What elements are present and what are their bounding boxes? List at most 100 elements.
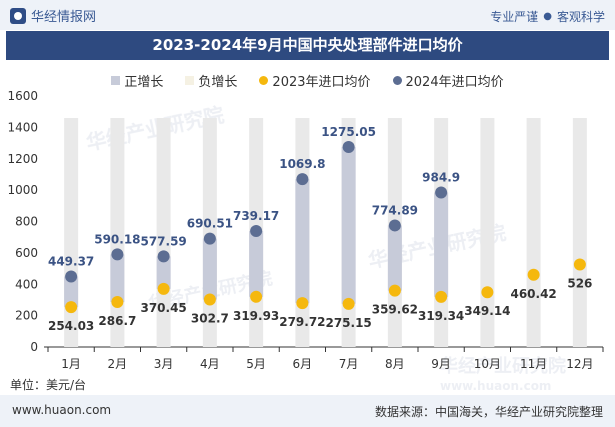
footer: www.huaon.com 数据来源：中国海关，华经产业研究院整理: [0, 395, 615, 427]
y-tick-label: 0: [30, 340, 38, 354]
label-2024: 984.9: [422, 170, 460, 184]
growth-bar: [156, 256, 171, 289]
chart-legend: 正增长 负增长 2023年进口均价 2024年进口均价: [0, 71, 615, 90]
y-tick-label: 800: [15, 215, 38, 229]
x-tick-label: 9月: [431, 357, 451, 371]
label-2024: 590.18: [94, 232, 140, 246]
x-tick-label: 6月: [293, 357, 313, 371]
label-2023: 526: [567, 276, 592, 290]
growth-bar: [434, 192, 449, 297]
label-2023: 370.45: [140, 301, 186, 315]
chart-plot: 华经产业研究院 华经产业研究院 华经产业研究院 华经产业研究院 www.huao…: [7, 89, 604, 393]
growth-bar: [64, 276, 79, 308]
legend-2023-label: 2023年进口均价: [272, 75, 371, 90]
label-2023: 319.34: [418, 309, 464, 323]
label-2024: 774.89: [372, 203, 418, 217]
label-2024: 1275.05: [321, 125, 376, 139]
watermark-text: www.huaon.com: [440, 379, 551, 393]
label-2023: 254.03: [48, 319, 94, 333]
legend-2024[interactable]: 2024年进口均价: [392, 71, 504, 90]
dot-2023: [250, 290, 263, 303]
huajing-logo-icon: [10, 7, 26, 24]
dot-2023: [157, 282, 170, 295]
x-tick-label: 10月: [474, 357, 501, 371]
brand-name: 华经情报网: [31, 10, 97, 25]
tagline: 专业严谨 ● 客观科学: [490, 8, 605, 25]
legend-negative-swatch: [185, 76, 195, 85]
y-tick-label: 1400: [7, 120, 38, 134]
watermark-text: 华经产业研究院: [440, 355, 566, 377]
dot-2023: [65, 301, 78, 314]
dot-2024: [388, 219, 401, 232]
bullet-icon: ●: [543, 11, 552, 22]
dot-2023: [573, 258, 586, 271]
legend-positive-label: 正增长: [124, 75, 164, 90]
dot-2023: [527, 268, 540, 281]
dot-2024: [157, 250, 170, 263]
dot-2023: [388, 284, 401, 297]
dot-2024: [342, 140, 355, 153]
x-tick-label: 8月: [385, 357, 405, 371]
legend-positive-swatch: [111, 76, 121, 85]
label-2024: 577.59: [140, 234, 186, 248]
legend-2023-swatch: [259, 76, 269, 85]
x-tick-label: 7月: [339, 357, 359, 371]
y-tick-label: 400: [15, 277, 38, 291]
growth-bar: [110, 254, 125, 303]
top-bar: 华经情报网 专业严谨 ● 客观科学: [0, 0, 615, 30]
dot-2024: [435, 186, 448, 199]
dot-2024: [65, 270, 78, 283]
growth-bar: [341, 146, 356, 304]
dot-2023: [435, 290, 448, 303]
label-2023: 460.42: [510, 287, 556, 301]
brand[interactable]: 华经情报网: [10, 6, 96, 25]
x-tick-label: 2月: [108, 357, 128, 371]
legend-negative[interactable]: 负增长: [185, 71, 237, 90]
x-tick-label: 12月: [566, 357, 593, 371]
y-tick-label: 200: [15, 309, 38, 323]
footer-site[interactable]: www.huaon.com: [12, 403, 112, 417]
x-tick-label: 3月: [154, 357, 174, 371]
growth-bar: [202, 238, 217, 300]
tagline-left: 专业严谨: [490, 10, 539, 24]
x-tick-label: 5月: [246, 357, 266, 371]
dot-2024: [250, 225, 263, 238]
label-2023: 349.14: [464, 304, 510, 318]
dot-2023: [342, 297, 355, 310]
dot-2023: [296, 297, 309, 310]
dot-2023: [481, 286, 494, 299]
dot-2023: [111, 296, 124, 309]
label-2023: 302.7: [191, 312, 229, 326]
legend-positive[interactable]: 正增长: [111, 71, 163, 90]
label-2023: 286.7: [98, 314, 136, 328]
label-2023: 319.93: [233, 309, 279, 323]
y-tick-label: 1000: [7, 183, 38, 197]
footer-source: 数据来源：中国海关，华经产业研究院整理: [374, 405, 603, 419]
track-bar: [526, 118, 541, 347]
y-tick-label: 1200: [7, 152, 38, 166]
legend-negative-label: 负增长: [198, 75, 238, 90]
label-2024: 739.17: [233, 209, 279, 223]
dot-2024: [111, 248, 124, 261]
dot-2023: [203, 293, 216, 306]
x-tick-label: 1月: [61, 357, 81, 371]
growth-bar: [295, 179, 310, 304]
growth-bar: [387, 225, 402, 291]
x-tick-label: 11月: [520, 357, 547, 371]
label-2023: 279.72: [279, 315, 325, 329]
tagline-right: 客观科学: [556, 10, 605, 24]
legend-2024-swatch: [392, 76, 402, 85]
chart-title: 2023-2024年9月中国中央处理部件进口均价: [6, 31, 609, 60]
growth-bar: [249, 231, 264, 297]
label-2024: 1069.8: [279, 157, 325, 171]
label-2024: 690.51: [187, 217, 233, 231]
unit-label: 单位：美元/台: [10, 378, 87, 392]
dot-2024: [296, 173, 309, 186]
legend-2023[interactable]: 2023年进口均价: [259, 71, 371, 90]
dots: [65, 140, 586, 314]
track-bar: [572, 118, 587, 347]
label-2023: 359.62: [372, 303, 418, 317]
legend-2024-label: 2024年进口均价: [405, 75, 504, 90]
